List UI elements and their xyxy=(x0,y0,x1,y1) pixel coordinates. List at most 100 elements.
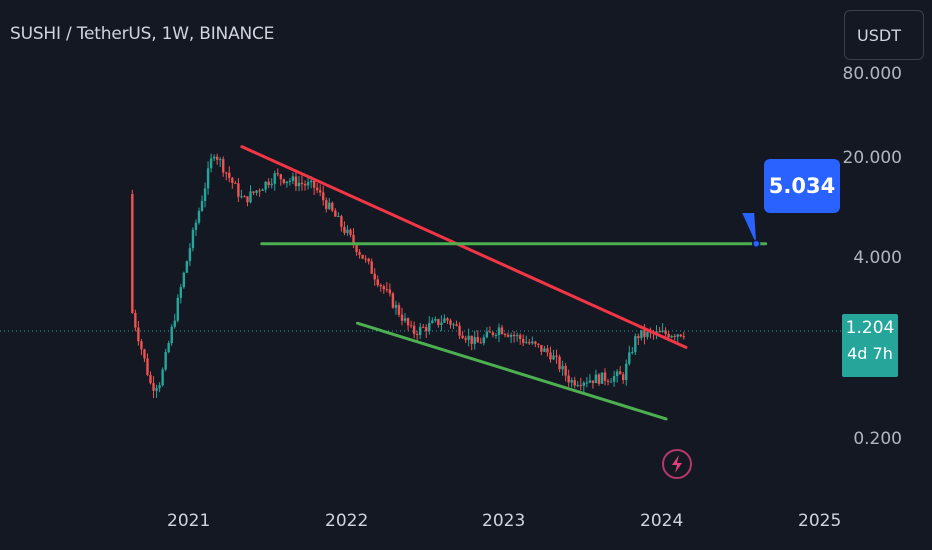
candle-body xyxy=(443,318,446,323)
candle-body xyxy=(418,326,422,336)
candle-body xyxy=(561,365,564,370)
candle-body xyxy=(615,371,619,377)
candle-body xyxy=(297,182,301,187)
candle-body xyxy=(464,338,467,340)
candle-body xyxy=(185,261,189,273)
candle-body xyxy=(203,188,207,201)
candle-body xyxy=(282,179,286,184)
candle-body xyxy=(270,183,273,186)
candle-body xyxy=(309,180,313,183)
candle-body xyxy=(164,352,167,370)
candle-body xyxy=(512,334,516,336)
candle-body xyxy=(243,196,246,198)
candle-body xyxy=(234,182,237,184)
candle-body xyxy=(349,229,352,235)
candles-group xyxy=(131,153,686,399)
candle-body xyxy=(412,325,416,334)
candle-body xyxy=(291,176,295,181)
candle-body xyxy=(334,210,337,217)
candle-body xyxy=(646,331,649,338)
candle-body xyxy=(352,234,355,244)
candle-body xyxy=(534,341,537,344)
candle-body xyxy=(370,261,373,274)
candle-body xyxy=(322,192,325,201)
candle-body xyxy=(564,365,567,376)
candle-body xyxy=(343,226,346,233)
candle-body xyxy=(249,191,252,203)
candle-body xyxy=(273,173,276,184)
candle-body xyxy=(218,159,222,161)
candle-body xyxy=(303,184,307,186)
resistance-trendline[interactable] xyxy=(240,145,688,349)
candle-body xyxy=(479,342,482,344)
candle-body xyxy=(246,196,249,203)
candle-body xyxy=(294,176,298,187)
candle-body xyxy=(555,355,558,357)
candle-body xyxy=(382,286,386,290)
target-price-callout[interactable]: 5.034 xyxy=(764,159,840,213)
candle-body xyxy=(364,258,367,260)
drawings-group[interactable] xyxy=(240,145,768,421)
candle-body xyxy=(143,349,146,359)
candle-body xyxy=(288,180,292,182)
candle-body xyxy=(258,190,261,192)
candle-body xyxy=(312,180,316,188)
candle-body xyxy=(434,319,437,321)
candle-body xyxy=(537,343,540,345)
candle-body xyxy=(315,187,319,191)
candle-body xyxy=(173,320,176,327)
candle-body xyxy=(331,202,334,211)
candle-body xyxy=(267,181,270,186)
candle-body xyxy=(618,371,622,375)
price-tick-label: 20.000 xyxy=(842,148,902,168)
candle-body xyxy=(358,252,361,255)
candle-body xyxy=(612,376,616,382)
candle-body xyxy=(546,348,549,353)
time-tick-label: 2021 xyxy=(167,511,211,531)
candle-body xyxy=(597,374,601,384)
candle-body xyxy=(176,297,179,321)
candle-body xyxy=(225,172,228,174)
current-price-value: 1.204 xyxy=(845,318,895,338)
candle-body xyxy=(355,243,358,253)
flash-icon[interactable] xyxy=(662,449,692,479)
candle-body xyxy=(682,336,686,338)
candle-body xyxy=(397,305,401,315)
candle-body xyxy=(449,320,452,325)
candle-body xyxy=(179,287,183,298)
candle-body xyxy=(631,352,634,354)
candle-body xyxy=(222,159,225,173)
candle-body xyxy=(600,372,604,384)
candle-body xyxy=(197,210,201,223)
candle-body xyxy=(131,194,134,313)
target-price-label: 5.034 xyxy=(768,174,836,198)
bar-countdown: 4d 7h xyxy=(847,344,893,363)
candle-body xyxy=(206,168,210,189)
candle-body xyxy=(640,330,643,339)
candle-body xyxy=(491,332,495,336)
candle-body xyxy=(625,363,628,381)
candle-body xyxy=(558,356,561,370)
candle-body xyxy=(643,330,646,338)
candle-body xyxy=(576,385,579,387)
candle-body xyxy=(658,331,661,333)
currency-selector-button[interactable]: USDT xyxy=(844,10,924,60)
callout-pointer xyxy=(742,213,757,244)
candle-body xyxy=(567,375,570,383)
candle-body xyxy=(182,272,186,288)
candle-body xyxy=(467,335,470,340)
candle-body xyxy=(415,333,419,336)
candle-body xyxy=(346,229,349,233)
support-trendline[interactable] xyxy=(355,321,668,421)
candle-body xyxy=(340,216,343,227)
candle-body xyxy=(440,322,443,326)
candle-body xyxy=(161,369,164,386)
time-tick-label: 2025 xyxy=(798,511,842,531)
candle-body xyxy=(461,335,464,339)
candle-body xyxy=(409,325,413,327)
candle-body xyxy=(367,258,370,262)
candle-body xyxy=(470,335,473,344)
candle-body xyxy=(509,334,513,337)
candle-body xyxy=(388,289,392,294)
